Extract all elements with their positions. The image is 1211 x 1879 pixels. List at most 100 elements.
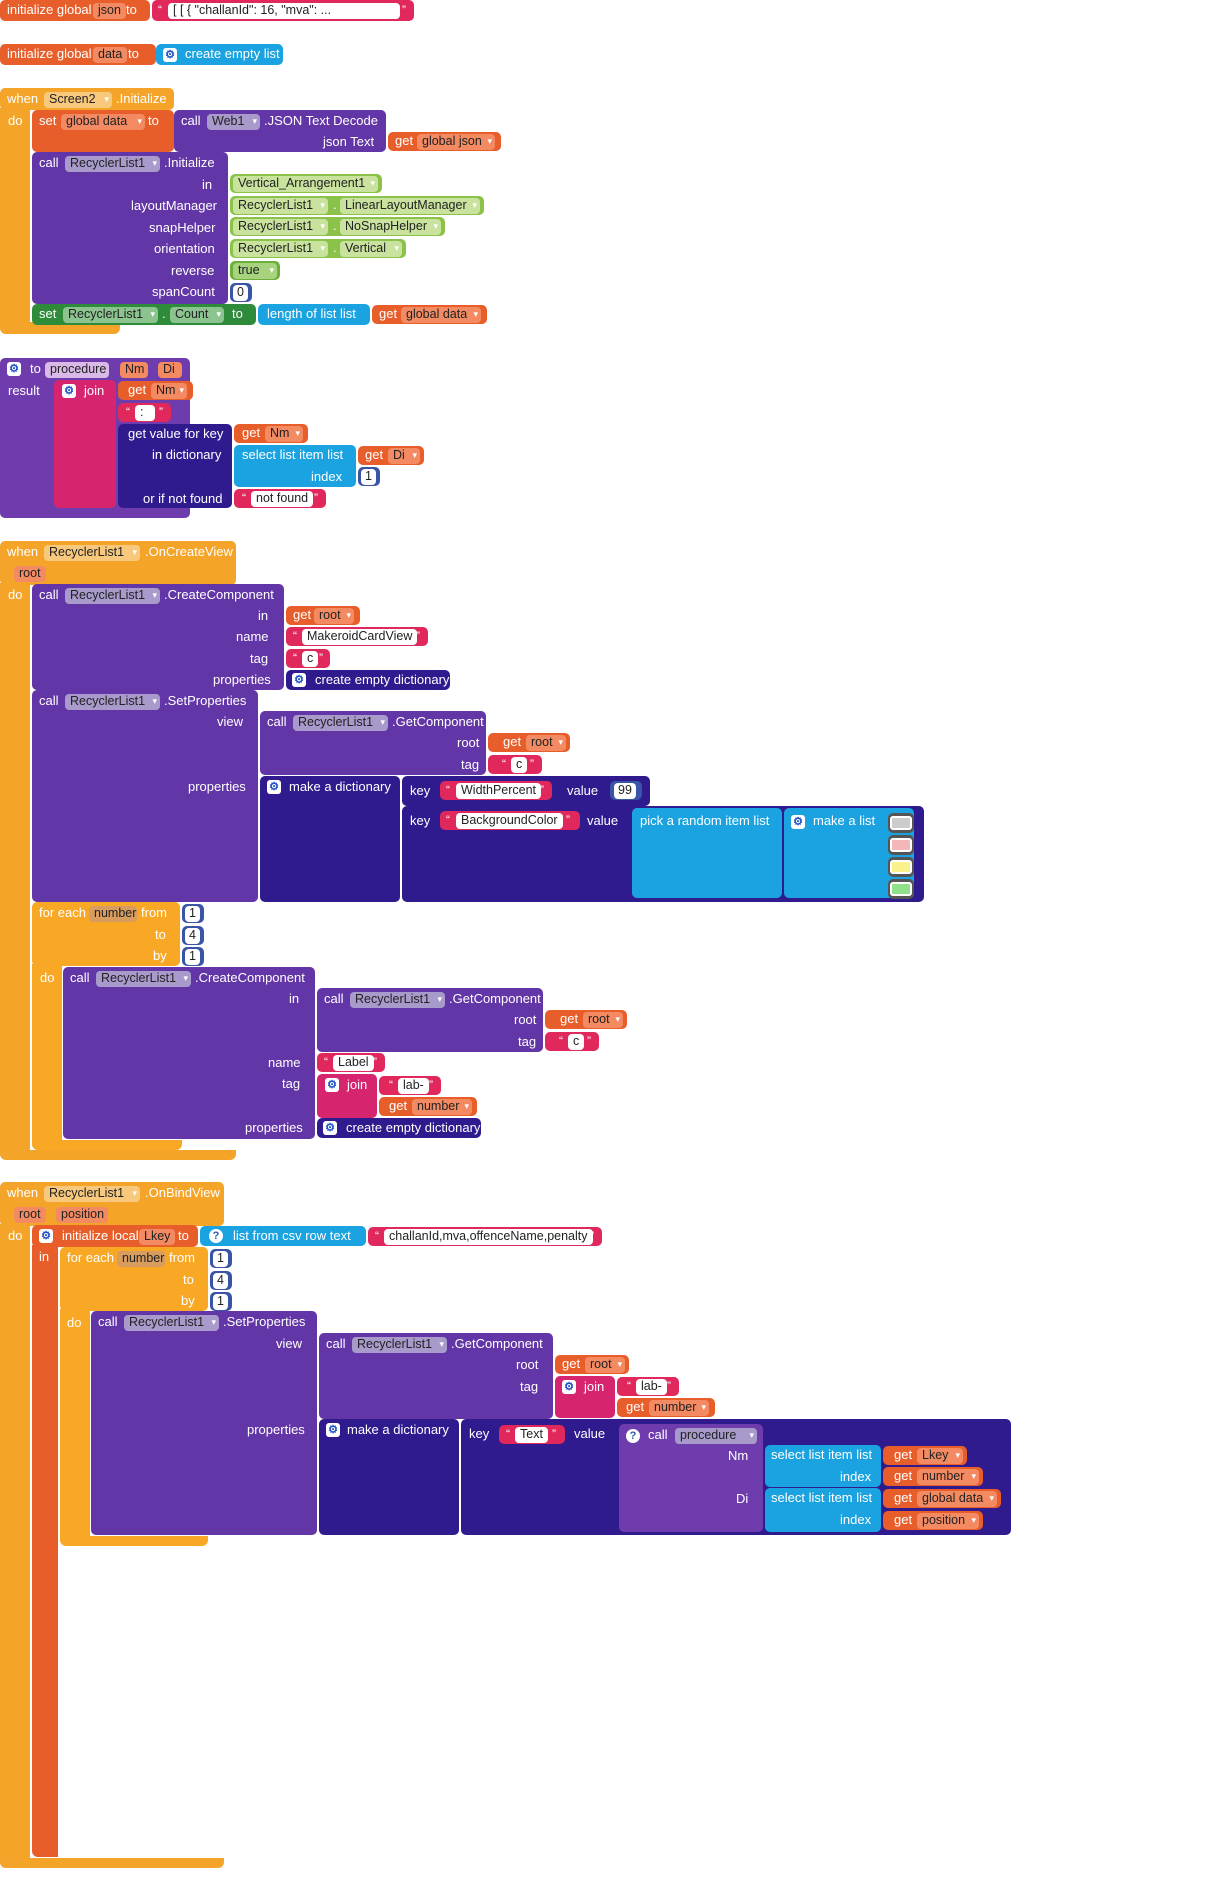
param-position[interactable]: position — [56, 1207, 108, 1223]
color-block-1[interactable] — [888, 813, 914, 833]
join-block-2[interactable]: ⚙ join — [317, 1074, 377, 1118]
backgroundcolor-string-block[interactable]: “ BackgroundColor ” — [440, 811, 580, 830]
join-block[interactable]: ⚙ join — [54, 380, 116, 508]
list-from-csv-row-block[interactable]: ? list from csv row text — [200, 1226, 366, 1246]
call-procedure-block[interactable]: ? call procedure Nm Di — [619, 1424, 763, 1532]
lab-string-block-2[interactable]: “ lab- ” — [617, 1377, 679, 1396]
true-block[interactable]: true — [230, 261, 280, 280]
by-value[interactable]: 1 — [185, 949, 200, 965]
index-number-value[interactable]: 1 — [361, 469, 376, 485]
pick-random-item-block[interactable]: pick a random item list — [632, 808, 782, 898]
label-name-block[interactable]: “ Label ” — [317, 1053, 385, 1072]
component-dropdown[interactable]: RecyclerList1 — [350, 992, 445, 1008]
web1-json-decode-block[interactable]: call Web1 .JSON Text Decode json Text — [174, 110, 386, 152]
gear-icon[interactable]: ⚙ — [163, 48, 177, 62]
true-dropdown[interactable]: true — [233, 263, 277, 279]
or-comp-dropdown[interactable]: RecyclerList1 — [233, 241, 328, 257]
help-icon[interactable]: ? — [626, 1429, 640, 1443]
get-position-block[interactable]: get position — [883, 1511, 983, 1530]
component-dropdown[interactable]: RecyclerList1 — [65, 694, 160, 710]
tag-c-value[interactable]: c — [302, 651, 319, 667]
get-root-block-2[interactable]: get root — [488, 733, 570, 752]
get-lkey-block[interactable]: get Lkey — [883, 1446, 967, 1465]
tag-c-block[interactable]: “ c ” — [286, 649, 330, 668]
get-var-dropdown[interactable]: Lkey — [917, 1448, 963, 1464]
component-dropdown[interactable]: RecyclerList1 — [124, 1315, 219, 1331]
recyclerlist-dropdown[interactable]: RecyclerList1 — [65, 156, 160, 172]
get-di-block[interactable]: get Di — [358, 446, 424, 465]
get-var-dropdown[interactable]: number — [412, 1099, 472, 1115]
get-component-block-2[interactable]: call RecyclerList1 .GetComponent root ta… — [317, 988, 543, 1052]
get-nm-block[interactable]: get Nm — [118, 381, 193, 400]
local-var-lkey[interactable]: Lkey — [139, 1229, 175, 1245]
get-global-json-block[interactable]: get global json — [388, 132, 501, 151]
from-number-block-2[interactable]: 1 — [210, 1249, 232, 1268]
get-root-block-3[interactable]: get root — [545, 1010, 627, 1029]
onbindview-event[interactable]: when RecyclerList1 .OnBindView root posi… — [0, 1182, 224, 1226]
initialize-local-block[interactable]: ⚙ initialize local Lkey to — [32, 1225, 198, 1247]
vertical-orientation-block[interactable]: RecyclerList1 . Vertical — [230, 239, 406, 258]
widthpercent-string-block[interactable]: “ WidthPercent ” — [440, 781, 552, 800]
get-var-dropdown[interactable]: Nm — [265, 426, 303, 442]
make-a-dictionary-block-2[interactable]: ⚙ make a dictionary — [319, 1419, 459, 1535]
set-recyclerlist-count-block[interactable]: set RecyclerList1 . Count to — [32, 304, 256, 325]
procedure-name[interactable]: procedure — [45, 362, 109, 378]
get-number-block-3[interactable]: get number — [883, 1467, 983, 1486]
param-root[interactable]: root — [14, 1207, 46, 1223]
select-list-item-block-2[interactable]: select list item list index — [765, 1445, 881, 1487]
by-number-block[interactable]: 1 — [182, 947, 204, 966]
gear-icon[interactable]: ⚙ — [62, 384, 76, 398]
get-var-dropdown[interactable]: global data — [401, 307, 481, 323]
gear-icon[interactable]: ⚙ — [326, 1423, 340, 1437]
param-nm[interactable]: Nm — [120, 362, 148, 378]
screen2-initialize-event[interactable]: when Screen2 .Initialize — [0, 88, 174, 110]
from-value[interactable]: 1 — [185, 906, 200, 922]
index-number-block[interactable]: 1 — [358, 467, 380, 486]
select-list-item-block[interactable]: select list item list index — [234, 445, 356, 487]
by-number-block-2[interactable]: 1 — [210, 1292, 232, 1311]
from-value[interactable]: 1 — [213, 1251, 228, 1267]
init-global-json-block[interactable]: initialize global json to — [0, 0, 150, 21]
sh-comp-dropdown[interactable]: RecyclerList1 — [233, 219, 328, 235]
lab-value[interactable]: lab- — [398, 1078, 429, 1094]
get-var-dropdown[interactable]: root — [585, 1357, 625, 1373]
color-block-3[interactable] — [888, 857, 914, 877]
get-number-block-2[interactable]: get number — [617, 1398, 715, 1417]
or-value-dropdown[interactable]: Vertical — [340, 241, 402, 257]
label-name-value[interactable]: Label — [333, 1055, 374, 1071]
var-name-json[interactable]: json — [93, 3, 126, 19]
tag-c-value[interactable]: c — [511, 757, 528, 773]
component-dropdown[interactable]: RecyclerList1 — [44, 1186, 140, 1202]
component-dropdown[interactable]: RecyclerList1 — [44, 545, 140, 561]
from-number-block[interactable]: 1 — [182, 904, 204, 923]
cardview-name-block[interactable]: “ MakeroidCardView ” — [286, 627, 428, 646]
csv-string-value[interactable]: challanId,mva,offenceName,penalty — [384, 1229, 593, 1245]
gear-icon[interactable]: ⚙ — [292, 673, 306, 687]
set-comp-dropdown[interactable]: RecyclerList1 — [63, 307, 158, 323]
get-var-dropdown[interactable]: global data — [917, 1491, 997, 1507]
join-block-3[interactable]: ⚙ join — [555, 1376, 615, 1418]
select-list-item-block-3[interactable]: select list item list index — [765, 1488, 881, 1532]
component-dropdown[interactable]: RecyclerList1 — [96, 971, 191, 987]
get-number-block[interactable]: get number — [379, 1097, 477, 1116]
param-root[interactable]: root — [14, 566, 46, 582]
component-dropdown[interactable]: RecyclerList1 — [352, 1337, 447, 1353]
create-component-label-block[interactable]: call RecyclerList1 .CreateComponent in n… — [63, 967, 315, 1139]
length-of-list-block[interactable]: length of list list — [258, 304, 370, 325]
gear-icon[interactable]: ⚙ — [562, 1380, 576, 1394]
text-key-value[interactable]: Text — [515, 1427, 548, 1443]
create-empty-list-block[interactable]: ⚙ create empty list — [156, 44, 283, 65]
help-icon[interactable]: ? — [209, 1229, 223, 1243]
set-global-data-block[interactable]: set global data to — [32, 110, 174, 152]
screen-dropdown[interactable]: Screen2 — [44, 92, 112, 108]
create-component-block[interactable]: call RecyclerList1 .CreateComponent in n… — [32, 584, 284, 690]
get-var-dropdown[interactable]: Nm — [151, 383, 187, 399]
get-global-data-block[interactable]: get global data — [372, 305, 487, 324]
get-root-block[interactable]: get root — [286, 606, 360, 625]
web1-dropdown[interactable]: Web1 — [207, 114, 260, 130]
set-prop-dropdown[interactable]: Count — [170, 307, 224, 323]
gear-icon[interactable]: ⚙ — [7, 362, 21, 376]
not-found-value[interactable]: not found — [251, 491, 314, 507]
nosnaphelper-block[interactable]: RecyclerList1 . NoSnapHelper — [230, 217, 445, 236]
recyclerlist-initialize-block[interactable]: call RecyclerList1 .Initialize in layout… — [32, 152, 228, 304]
